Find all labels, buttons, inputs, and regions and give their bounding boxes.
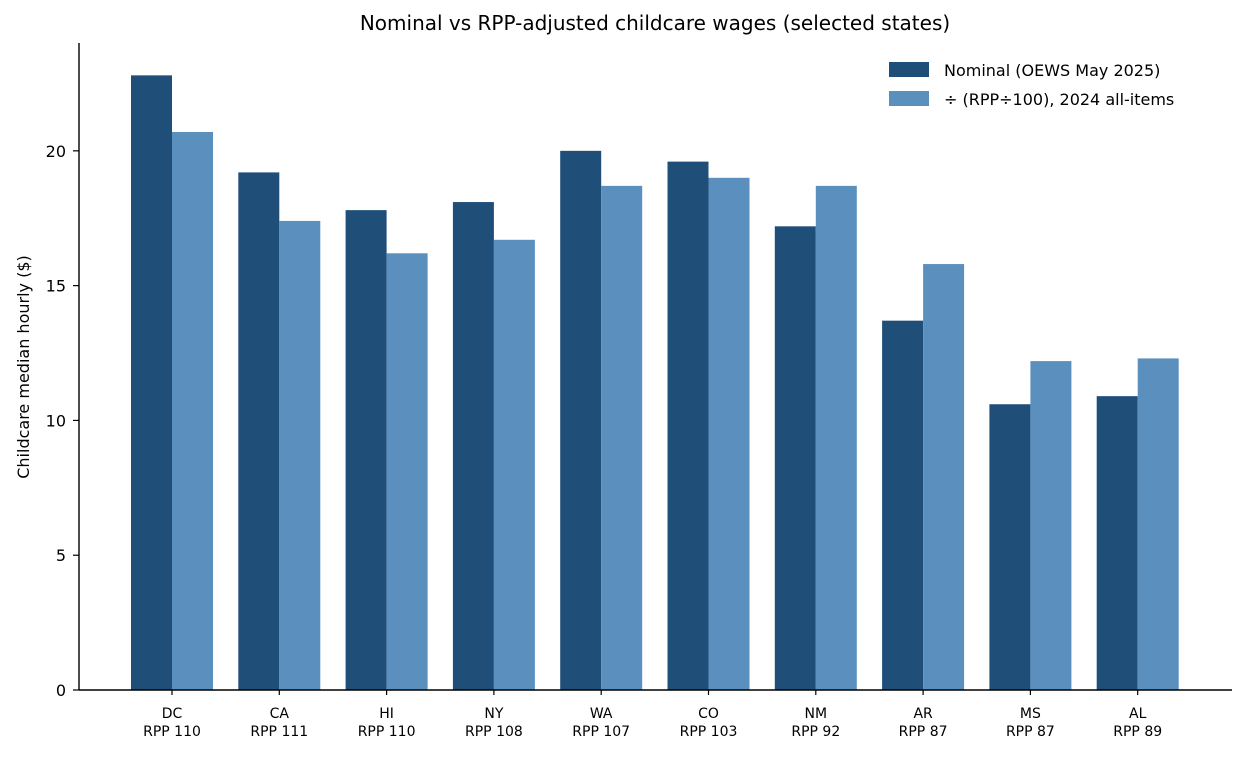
bar-al-adjusted xyxy=(1137,358,1179,690)
bar-wa-nominal xyxy=(560,150,602,691)
x-tick-label: AL xyxy=(1129,706,1147,722)
bar-hi-adjusted xyxy=(386,253,428,690)
x-tick-label: NY xyxy=(484,706,503,722)
x-tick-sublabel: RPP 89 xyxy=(1113,724,1162,740)
x-tick-sublabel: RPP 110 xyxy=(143,724,201,740)
bar-co-adjusted xyxy=(708,177,750,690)
bar-dc-adjusted xyxy=(172,131,213,690)
x-tick-sublabel: RPP 111 xyxy=(250,724,308,740)
bar-ms-nominal xyxy=(989,404,1031,690)
bar-al-nominal xyxy=(1096,396,1138,690)
bar-ca-nominal xyxy=(238,172,280,690)
x-tick-sublabel: RPP 87 xyxy=(1006,724,1055,740)
x-tick-sublabel: RPP 107 xyxy=(572,724,630,740)
x-tick-label: NM xyxy=(805,706,828,722)
x-tick-label: HI xyxy=(379,706,394,722)
y-tick-label: 15 xyxy=(46,277,66,296)
x-tick-label: AR xyxy=(913,706,933,722)
legend-label: Nominal (OEWS May 2025) xyxy=(944,61,1160,80)
legend-swatch xyxy=(889,62,929,77)
legend: Nominal (OEWS May 2025) ÷ (RPP÷100), 2024… xyxy=(889,61,1174,109)
bar-ms-adjusted xyxy=(1030,361,1072,690)
bar-dc-nominal xyxy=(131,75,172,691)
bar-ar-nominal xyxy=(882,320,924,690)
bar-nm-nominal xyxy=(774,226,816,691)
x-tick-label: DC xyxy=(162,706,183,722)
legend-swatch xyxy=(889,91,929,106)
x-tick-sublabel: RPP 108 xyxy=(465,724,523,740)
x-tick-sublabel: RPP 92 xyxy=(791,724,840,740)
x-tick-sublabel: RPP 103 xyxy=(680,724,738,740)
x-tick-label: MS xyxy=(1020,706,1041,722)
x-tick-label: CA xyxy=(270,706,290,722)
y-tick-label: 0 xyxy=(56,681,66,700)
bar-ny-adjusted xyxy=(493,239,535,690)
bar-wa-adjusted xyxy=(601,185,643,691)
x-tick-label: CO xyxy=(698,706,719,722)
y-axis-label: Childcare median hourly ($) xyxy=(14,255,33,479)
chart-title: Nominal vs RPP-adjusted childcare wages … xyxy=(360,11,950,35)
bar-ar-adjusted xyxy=(923,264,965,690)
bar-ca-adjusted xyxy=(279,220,321,691)
bar-co-nominal xyxy=(667,161,709,690)
x-axis: DC RPP 110 CA RPP 111 HI RPP 110 NY RPP 108 WA RP… xyxy=(79,689,1232,740)
y-tick-label: 10 xyxy=(46,411,66,430)
x-tick-sublabel: RPP 110 xyxy=(358,724,416,740)
bar-ny-nominal xyxy=(452,202,494,690)
y-axis: 0 5 10 15 20 xyxy=(46,43,80,700)
bars-group xyxy=(131,75,1179,691)
bar-hi-nominal xyxy=(345,210,387,690)
y-tick-label: 5 xyxy=(56,546,66,565)
x-tick-sublabel: RPP 87 xyxy=(899,724,948,740)
bar-nm-adjusted xyxy=(815,185,857,691)
y-tick-label: 20 xyxy=(46,142,66,161)
x-tick-label: WA xyxy=(590,706,613,722)
legend-label: ÷ (RPP÷100), 2024 all-items xyxy=(944,90,1174,109)
